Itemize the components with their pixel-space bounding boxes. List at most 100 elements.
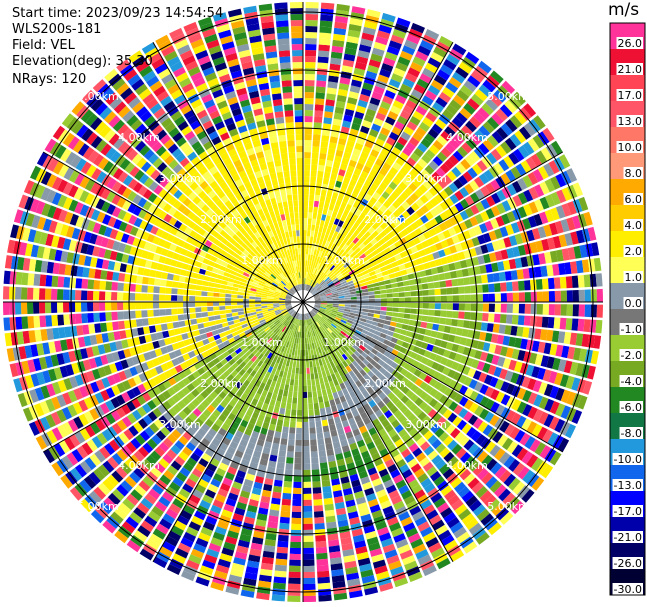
velocity-gate [222,186,232,195]
velocity-gate [105,413,116,425]
velocity-gate [282,492,292,500]
velocity-gate [48,248,57,261]
velocity-gate [368,427,377,436]
velocity-gate [313,402,319,410]
velocity-gate [291,310,296,316]
velocity-gate [330,429,338,437]
velocity-gate [198,328,206,335]
velocity-gate [261,309,269,313]
velocity-gate [303,583,316,590]
velocity-gate [177,542,191,554]
velocity-gate [224,471,235,481]
velocity-gate [552,263,560,276]
velocity-gate [282,92,293,99]
velocity-gate [298,391,303,398]
velocity-gate [388,40,402,50]
velocity-gate [497,261,505,271]
velocity-gate [360,151,369,160]
velocity-gate [420,138,432,149]
velocity-gate [523,122,536,137]
velocity-gate [496,202,506,215]
velocity-gate [480,198,491,210]
velocity-gate [268,251,274,258]
velocity-gate [291,280,295,287]
velocity-gate [258,182,266,190]
velocity-gate [386,137,396,147]
velocity-gate [97,464,110,477]
velocity-gate [171,288,178,295]
velocity-gate [473,266,481,275]
velocity-gate [348,219,356,227]
velocity-gate [185,478,197,489]
velocity-gate [157,162,168,173]
velocity-gate [366,9,381,18]
velocity-gate [195,176,205,186]
velocity-gate [202,195,211,204]
velocity-gate [195,483,206,494]
velocity-gate [394,121,405,131]
velocity-gate [394,271,402,278]
velocity-gate [305,349,309,356]
velocity-gate [334,15,349,24]
velocity-gate [450,477,462,489]
velocity-gate [276,322,282,328]
velocity-gate [126,357,135,368]
velocity-gate [412,237,421,245]
velocity-gate [221,408,231,418]
velocity-gate [578,196,589,212]
velocity-gate [352,534,365,543]
velocity-gate [80,243,89,254]
velocity-gate [34,403,45,417]
velocity-gate [283,98,293,105]
velocity-gate [48,341,57,354]
velocity-gate [84,494,98,509]
velocity-gate [365,530,377,540]
velocity-gate [470,294,477,302]
velocity-gate [244,239,251,247]
velocity-gate [262,311,269,315]
velocity-gate [530,153,542,167]
velocity-gate [320,189,327,197]
velocity-gate [247,382,255,390]
velocity-gate [486,152,498,165]
velocity-gate [58,209,68,222]
velocity-gate [371,249,379,257]
velocity-gate [381,242,389,250]
velocity-gate [208,260,216,267]
velocity-gate [292,318,296,324]
velocity-gate [283,340,288,347]
velocity-gate [129,226,139,236]
velocity-gate [296,355,300,362]
velocity-gate [175,425,186,435]
velocity-gate [275,350,281,357]
velocity-gate [427,450,439,461]
velocity-gate [473,225,483,236]
velocity-gate [288,255,293,262]
velocity-gate [288,152,296,159]
velocity-gate [207,311,214,317]
velocity-gate [247,229,254,237]
velocity-gate [335,283,342,288]
velocity-gate [334,447,343,455]
velocity-gate [133,257,141,266]
velocity-gate [326,412,333,420]
velocity-gate [286,188,292,196]
velocity-gate [220,195,229,204]
velocity-gate [399,50,413,61]
velocity-gate [475,532,490,545]
velocity-gate [422,565,437,577]
velocity-gate [262,219,269,227]
velocity-gate [155,129,168,141]
velocity-gate [286,284,291,290]
velocity-gate [402,177,412,187]
velocity-gate [216,447,226,457]
velocity-gate [30,344,39,357]
velocity-gate [253,277,261,283]
velocity-gate [331,45,344,54]
velocity-gate [237,341,245,348]
velocity-gate [313,231,318,238]
velocity-gate [337,220,344,228]
velocity-gate [403,522,416,533]
velocity-gate [177,203,187,213]
velocity-gate [444,208,454,218]
